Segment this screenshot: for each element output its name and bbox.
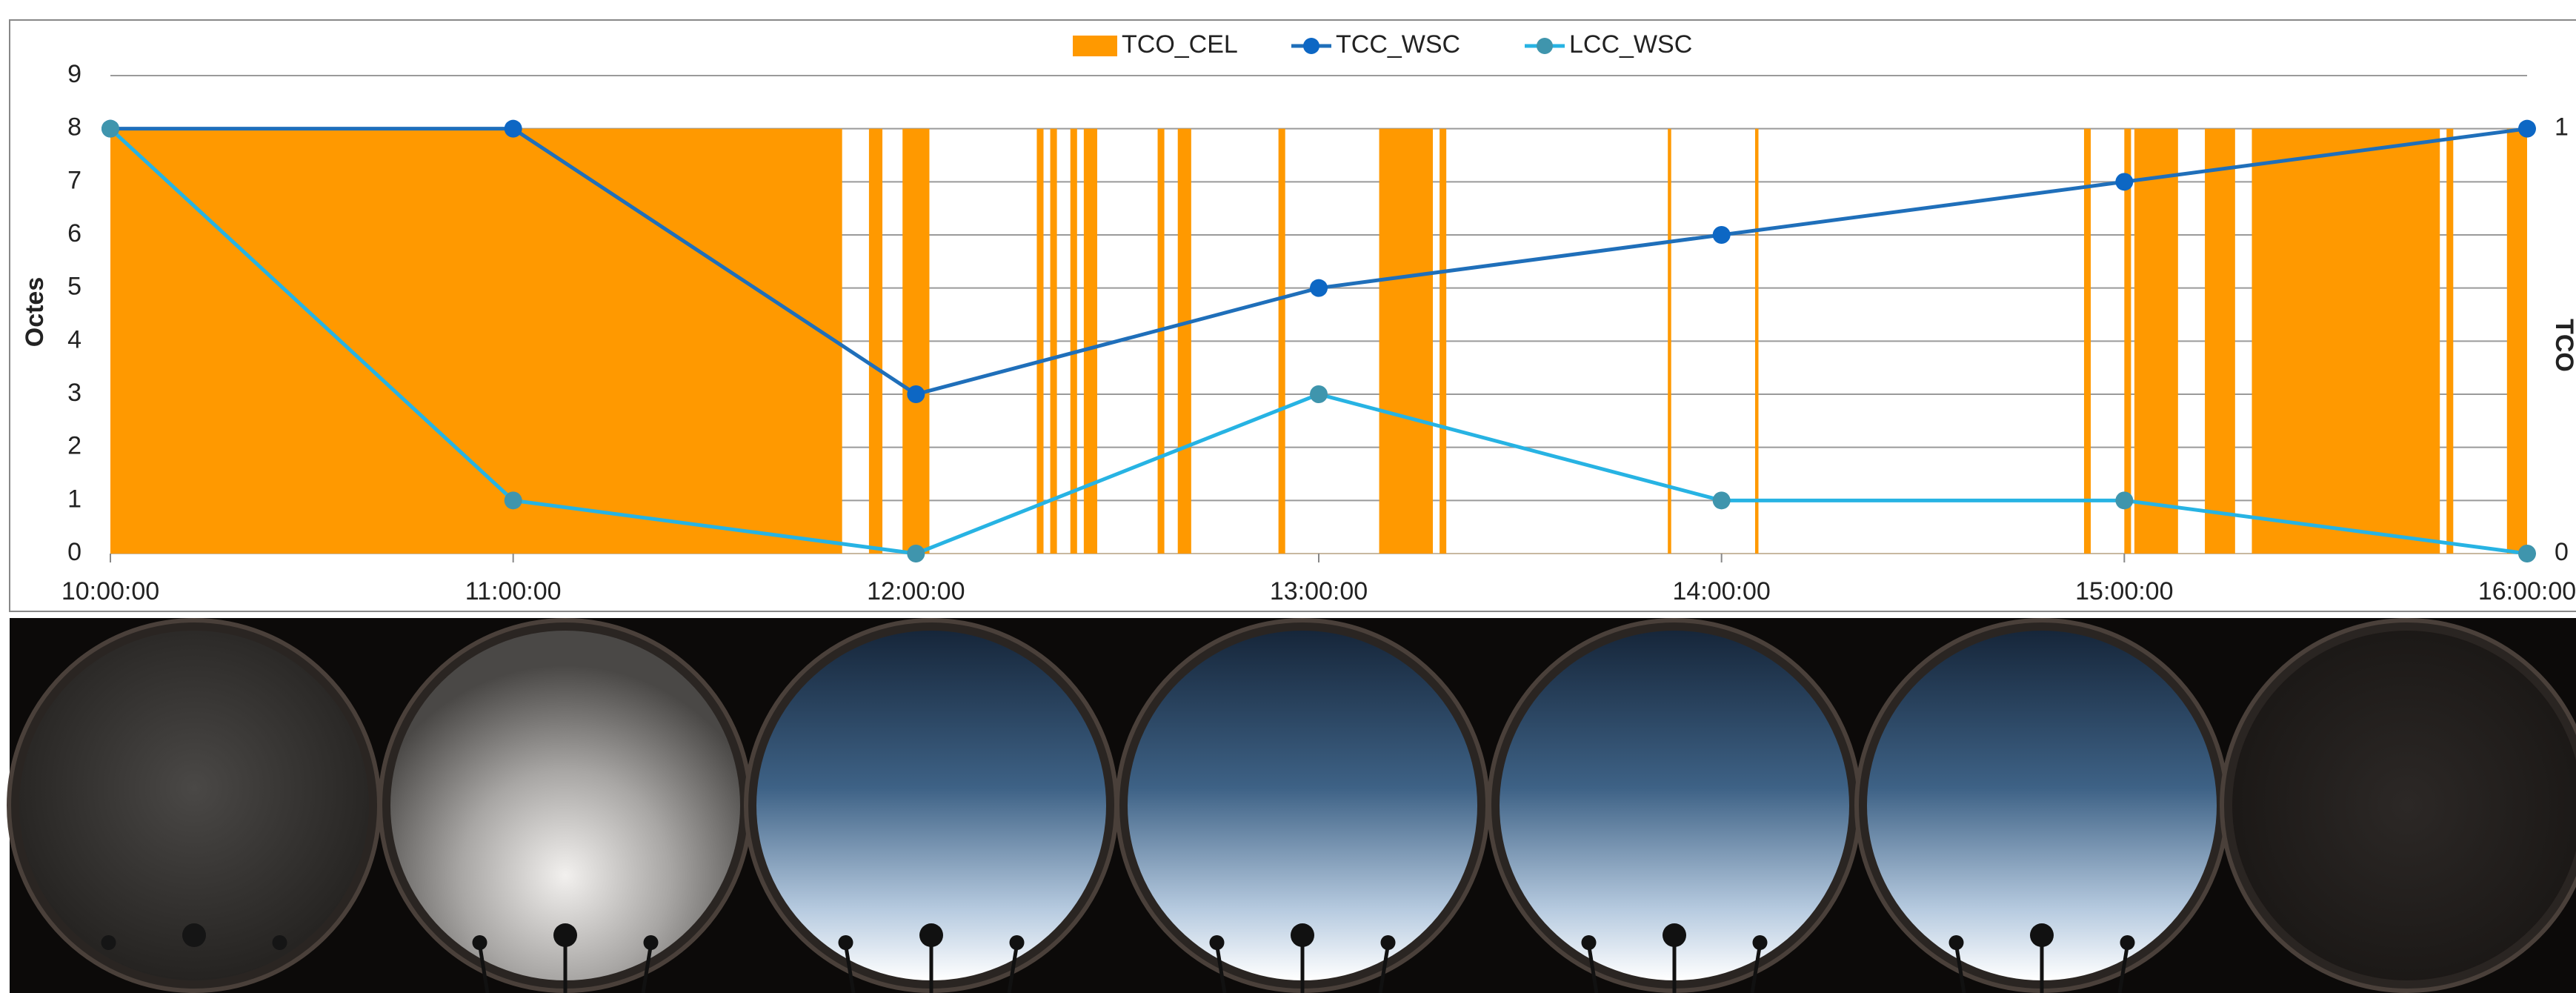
bar	[1379, 129, 1433, 554]
sky-sensor	[1210, 935, 1225, 950]
sky-sensor	[273, 935, 287, 950]
bar	[2134, 129, 2178, 554]
y-tick-label: 7	[67, 166, 81, 194]
marker	[101, 120, 119, 138]
marker	[2518, 120, 2536, 138]
y-tick-label: 5	[67, 273, 81, 301]
bar	[2507, 129, 2527, 554]
bar	[1755, 129, 1759, 554]
bar	[1440, 129, 1446, 554]
bar	[1084, 129, 1097, 554]
sky-sensor	[644, 935, 659, 950]
marker	[2115, 173, 2133, 190]
sky-sensor	[1291, 923, 1314, 947]
legend-swatch	[1073, 36, 1117, 56]
sky-sensor	[2120, 935, 2135, 950]
legend-marker	[1537, 38, 1553, 54]
sky-sensor	[553, 923, 577, 947]
y-tick-label: 1	[67, 485, 81, 513]
y-tick-label: 3	[67, 379, 81, 407]
sky-sensor	[182, 923, 206, 947]
bar	[110, 129, 842, 554]
sky-sensor	[1010, 935, 1025, 950]
marker	[907, 385, 925, 403]
y-tick-label: 0	[67, 538, 81, 566]
bar	[2446, 129, 2453, 554]
x-tick-label: 13:00:00	[1270, 577, 1368, 605]
bar	[902, 129, 929, 554]
bar	[2124, 129, 2131, 554]
marker	[1310, 279, 1328, 297]
sky-sensor	[1381, 935, 1396, 950]
bar	[869, 129, 882, 554]
sky-sensor	[2030, 923, 2054, 947]
bar	[1668, 129, 1671, 554]
x-tick-label: 11:00:00	[465, 577, 562, 605]
legend-label: LCC_WSC	[1569, 30, 1692, 59]
legend-marker	[1303, 38, 1319, 54]
sky-sensor	[1949, 935, 1964, 950]
y-tick-label: 9	[67, 60, 81, 88]
bar	[1051, 129, 1057, 554]
sky-sensor	[919, 923, 943, 947]
page: {"chart_data": { "type": "combo", "y_lab…	[0, 0, 2576, 993]
bar	[1178, 129, 1191, 554]
x-tick-label: 16:00:00	[2478, 577, 2576, 605]
marker	[1310, 385, 1328, 403]
bar	[1279, 129, 1285, 554]
marker	[2115, 491, 2133, 509]
chart: 0 1 2 3 4 5 6 7 8 9 0 1 10:00:00 11:00:00 12:00:00 13:0…	[0, 0, 2576, 993]
sky-sensor	[839, 935, 853, 950]
x-tick-label: 10:00:00	[61, 577, 159, 605]
marker	[1713, 491, 1731, 509]
marker	[505, 120, 522, 138]
y-axis-label: Octes	[21, 277, 49, 348]
marker	[1713, 226, 1731, 244]
marker	[505, 491, 522, 509]
bar	[1036, 129, 1043, 554]
sky-sensor	[1753, 935, 1768, 950]
y2-tick-label: 0	[2555, 538, 2569, 566]
bar	[2205, 129, 2235, 554]
marker	[2518, 545, 2536, 562]
y2-axis-label: TCO	[2550, 319, 2576, 372]
y2-tick-label: 1	[2555, 113, 2569, 142]
bar	[1158, 129, 1165, 554]
y-tick-label: 8	[67, 113, 81, 142]
bar	[2251, 129, 2440, 554]
sky-sensor	[1663, 923, 1686, 947]
y-tick-label: 2	[67, 432, 81, 460]
sky-sensor	[101, 935, 116, 950]
legend-label: TCO_CEL	[1122, 30, 1238, 59]
bar	[2084, 129, 2091, 554]
y-tick-label: 6	[67, 219, 81, 248]
sky-image	[2232, 631, 2576, 980]
sky-sensor	[1582, 935, 1597, 950]
sky-sensor	[473, 935, 487, 950]
x-tick-label: 15:00:00	[2075, 577, 2173, 605]
x-tick-label: 14:00:00	[1672, 577, 1770, 605]
x-tick-label: 12:00:00	[867, 577, 965, 605]
legend-label: TCC_WSC	[1336, 30, 1460, 59]
marker	[907, 545, 925, 562]
y-tick-label: 4	[67, 325, 81, 353]
